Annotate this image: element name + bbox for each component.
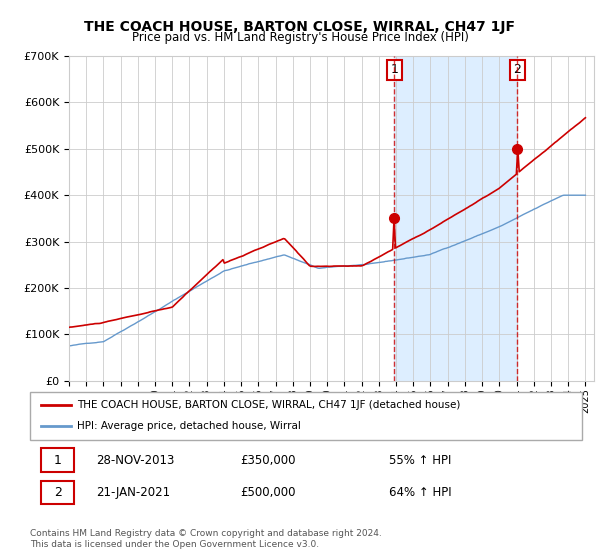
Text: 2: 2 xyxy=(53,486,62,499)
FancyBboxPatch shape xyxy=(41,480,74,504)
Text: £500,000: £500,000 xyxy=(240,486,295,499)
Text: Contains HM Land Registry data © Crown copyright and database right 2024.
This d: Contains HM Land Registry data © Crown c… xyxy=(30,529,382,549)
Text: 21-JAN-2021: 21-JAN-2021 xyxy=(96,486,170,499)
Text: 64% ↑ HPI: 64% ↑ HPI xyxy=(389,486,451,499)
Text: 1: 1 xyxy=(391,63,398,76)
Text: 28-NOV-2013: 28-NOV-2013 xyxy=(96,454,175,466)
FancyBboxPatch shape xyxy=(41,449,74,472)
Text: 55% ↑ HPI: 55% ↑ HPI xyxy=(389,454,451,466)
Bar xyxy=(394,56,517,381)
Text: £350,000: £350,000 xyxy=(240,454,295,466)
Text: 1: 1 xyxy=(53,454,62,466)
Text: THE COACH HOUSE, BARTON CLOSE, WIRRAL, CH47 1JF (detached house): THE COACH HOUSE, BARTON CLOSE, WIRRAL, C… xyxy=(77,400,460,410)
Text: HPI: Average price, detached house, Wirral: HPI: Average price, detached house, Wirr… xyxy=(77,421,301,431)
Text: THE COACH HOUSE, BARTON CLOSE, WIRRAL, CH47 1JF: THE COACH HOUSE, BARTON CLOSE, WIRRAL, C… xyxy=(85,20,515,34)
Text: Price paid vs. HM Land Registry's House Price Index (HPI): Price paid vs. HM Land Registry's House … xyxy=(131,31,469,44)
FancyBboxPatch shape xyxy=(30,392,582,440)
Text: 2: 2 xyxy=(514,63,521,76)
